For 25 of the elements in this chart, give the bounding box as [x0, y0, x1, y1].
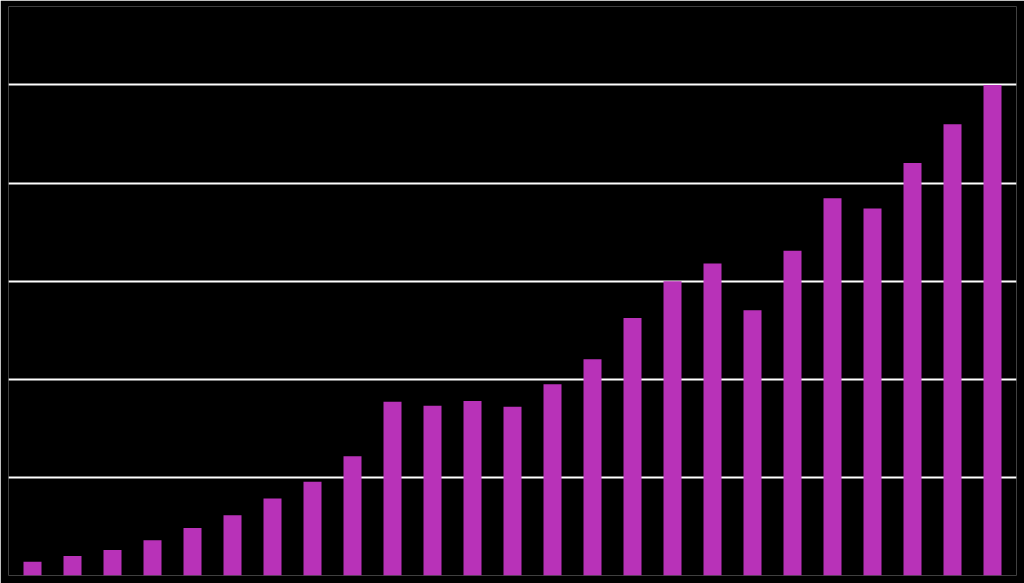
bar — [743, 310, 762, 576]
bar — [663, 281, 682, 576]
bar — [623, 317, 642, 576]
bar — [423, 405, 442, 576]
bar — [383, 401, 402, 576]
bar — [263, 498, 282, 576]
bar — [903, 162, 922, 576]
bar — [943, 124, 962, 576]
bar — [863, 208, 882, 576]
bar — [183, 527, 202, 576]
bar — [223, 515, 242, 576]
bar — [703, 263, 722, 576]
bar — [23, 561, 42, 576]
bar — [983, 84, 1002, 576]
bar — [543, 384, 562, 576]
bar — [63, 555, 82, 576]
bar — [583, 359, 602, 576]
bar — [503, 406, 522, 576]
bar — [823, 198, 842, 576]
bar — [343, 456, 362, 576]
bar — [143, 540, 162, 576]
bar — [103, 549, 122, 576]
bar — [783, 250, 802, 576]
bar — [303, 481, 322, 576]
bar — [463, 400, 482, 576]
